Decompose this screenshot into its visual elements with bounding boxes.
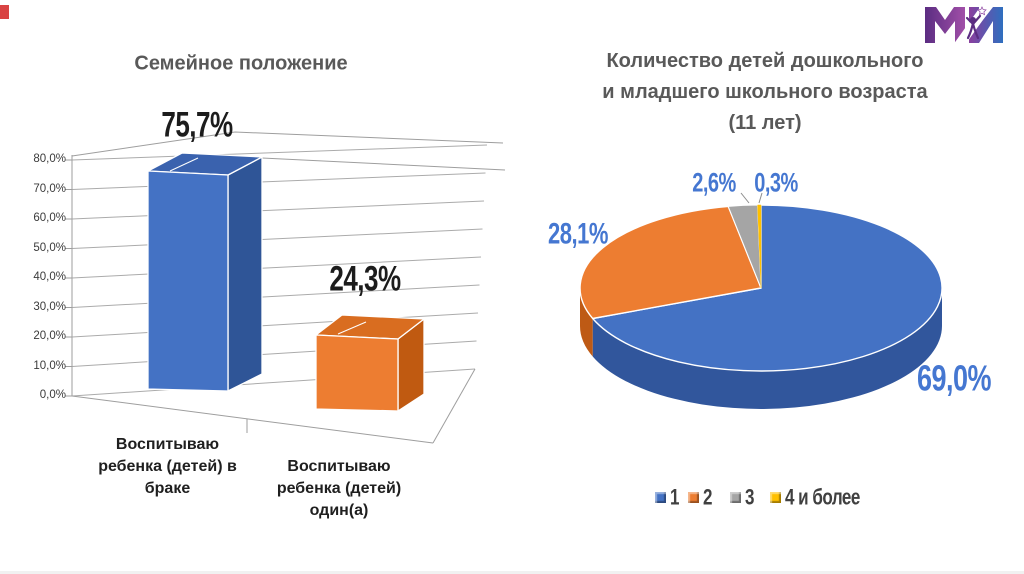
bar-chart-title: Семейное положение [134,52,348,75]
category-label-line: один(а) [309,502,369,519]
gridline-50 [71,228,483,249]
pie-label-orange: 28,1% [548,216,608,251]
pie-title-line: (11 лет) [728,112,802,134]
legend-item-4: 4 и более [770,485,860,509]
category-label-line: ребенка (детей) в [98,458,237,475]
category-label-line: браке [144,480,191,497]
legend-item-3: 3 [730,485,754,509]
y-tick-60: 60,0% [33,212,66,224]
floor-right-edge [432,368,476,444]
y-tick-10: 10,0% [33,360,66,372]
leader-line-yellow [758,192,763,204]
y-tick-20: 20,0% [33,330,66,342]
pie-label-gray: 2,6% [692,168,736,199]
bar-value-label-blue: 75,7% [161,104,233,145]
y-tick-30: 30,0% [33,301,66,313]
y-tick-0: 0,0% [39,389,66,401]
bar-value-label-orange: 24,3% [329,258,401,299]
pie-3d [579,192,943,409]
pie-label-blue: 69,0% [916,358,992,399]
leader-line-gray [740,192,750,204]
pie-chart-title: Количество детей дошкольного и младшего … [550,46,980,139]
gridline-80 [71,144,488,161]
gridline-20 [71,312,479,338]
gridline-60 [71,200,485,220]
gridline-30 [71,284,480,308]
legend-swatch-gray [730,492,741,503]
pie-slice-yellow [757,204,762,289]
gridline-40 [71,256,482,279]
legend-item-1: 1 [655,485,679,509]
y-tick-70: 70,0% [33,183,66,195]
y-tick-40: 40,0% [33,271,66,283]
pie-title-line: и младшего школьного возраста [602,81,928,103]
bar-orange-front-face [315,334,399,412]
bar-blue-top-highlight [169,157,199,172]
logo-letter-m [925,7,965,43]
legend-swatch-blue [655,492,666,503]
logo [925,3,1003,45]
bar-blue-front-face [147,170,229,392]
category-label-single: Воспитываю ребенка (детей) один(а) [260,456,418,522]
y-tick-50: 50,0% [33,242,66,254]
slide-accent-mark [0,5,9,19]
pie-slice-blue [592,204,943,372]
category-label-married: Воспитываю ребенка (детей) в браке [90,434,245,500]
wall-side-edge [261,157,506,171]
pie-slice-orange [579,205,762,320]
wall-top-edge [71,131,504,157]
pie-label-yellow: 0,3% [754,168,798,199]
legend-item-2: 2 [688,485,712,509]
legend-label: 2 [703,484,712,510]
category-label-line: Воспитываю [287,458,391,475]
legend-label: 3 [745,484,754,510]
y-tick-80: 80,0% [33,153,66,165]
legend-label: 1 [670,484,679,510]
logo-star-icon [977,6,987,16]
bar-3d-blue [147,152,263,392]
slide-bottom-edge [0,571,1024,574]
logo-figure-body [965,14,982,40]
legend-label: 4 и более [785,484,860,510]
pie-title-line: Количество детей дошкольного [606,50,924,72]
bar-3d-orange [315,314,425,412]
pie-blue-rim [592,288,942,409]
bar-chart-frame [65,131,506,444]
bar-blue-side-face [227,156,263,392]
category-label-line: Воспитываю [115,436,220,453]
category-label-line: ребенка (детей) [276,480,402,497]
bar-orange-top-highlight [337,321,367,335]
gridline-70 [71,172,486,190]
bar-chart-gridlines [71,144,488,397]
floor-front-edge [71,395,434,444]
legend-swatch-orange [688,492,699,503]
legend-swatch-yellow [770,492,781,503]
